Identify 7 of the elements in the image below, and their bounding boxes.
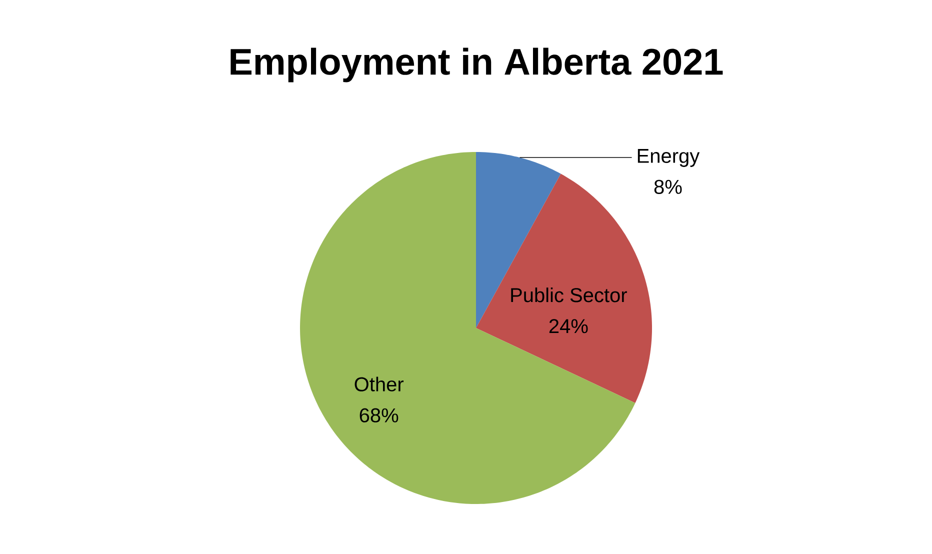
data-label: 8% [654, 180, 682, 194]
slice-label: Other [354, 376, 404, 392]
data-label: 68% [360, 408, 398, 422]
slice-label: Energy [638, 149, 700, 167]
data-label: 24% [549, 319, 588, 334]
slice-label: Public Sector [511, 288, 627, 302]
chart-title: Employment in Alberta 2021 [230, 48, 723, 82]
